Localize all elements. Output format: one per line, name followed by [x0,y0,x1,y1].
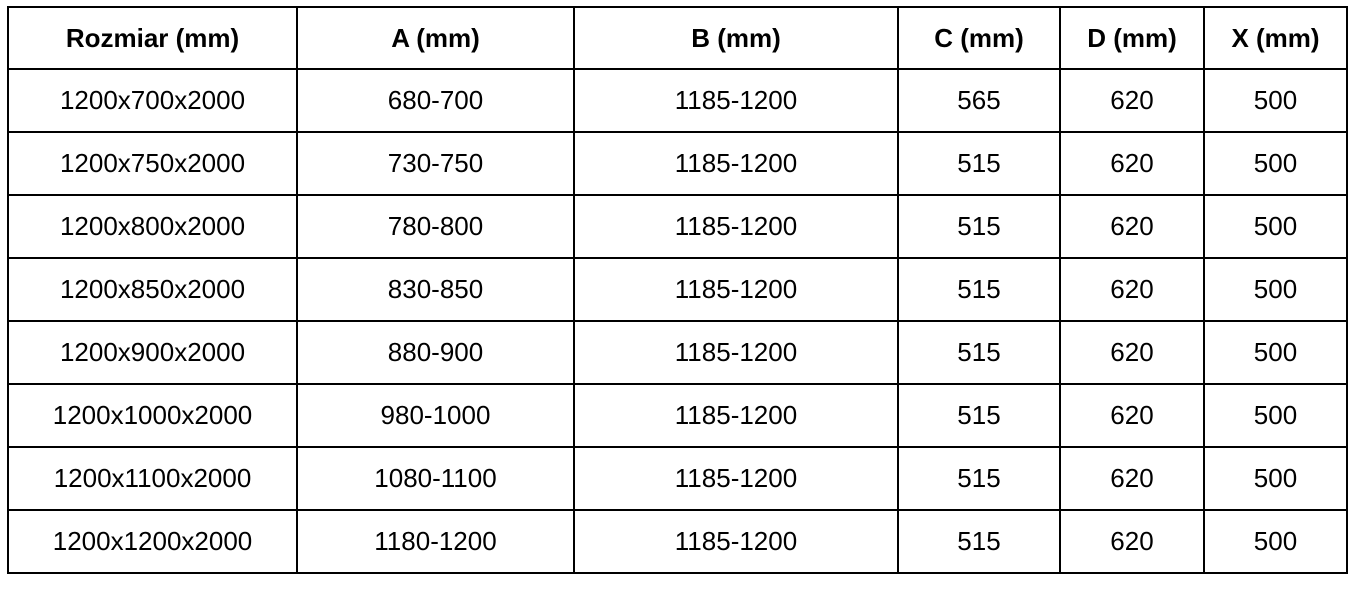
cell-x: 500 [1203,383,1348,448]
cell-d: 620 [1059,257,1205,322]
cell-b: 1185-1200 [573,194,899,259]
cell-x: 500 [1203,446,1348,511]
column-header-x: X (mm) [1203,6,1348,70]
cell-c: 515 [897,131,1061,196]
cell-a: 1180-1200 [296,509,575,574]
table-row: 1200x800x2000 780-800 1185-1200 515 620 500 [7,194,1348,259]
cell-b: 1185-1200 [573,383,899,448]
cell-x: 500 [1203,194,1348,259]
cell-size: 1200x1100x2000 [7,446,298,511]
cell-d: 620 [1059,446,1205,511]
table-row: 1200x1000x2000 980-1000 1185-1200 515 620 500 [7,383,1348,448]
cell-size: 1200x850x2000 [7,257,298,322]
cell-a: 780-800 [296,194,575,259]
cell-size: 1200x750x2000 [7,131,298,196]
cell-a: 880-900 [296,320,575,385]
cell-b: 1185-1200 [573,509,899,574]
cell-c: 515 [897,383,1061,448]
cell-x: 500 [1203,320,1348,385]
cell-b: 1185-1200 [573,68,899,133]
cell-x: 500 [1203,131,1348,196]
cell-a: 730-750 [296,131,575,196]
column-header-b: B (mm) [573,6,899,70]
cell-a: 830-850 [296,257,575,322]
cell-c: 515 [897,194,1061,259]
cell-size: 1200x800x2000 [7,194,298,259]
cell-d: 620 [1059,194,1205,259]
table-row: 1200x850x2000 830-850 1185-1200 515 620 500 [7,257,1348,322]
cell-size: 1200x900x2000 [7,320,298,385]
cell-x: 500 [1203,257,1348,322]
table-row: 1200x750x2000 730-750 1185-1200 515 620 500 [7,131,1348,196]
header-row: Rozmiar (mm) A (mm) B (mm) C (mm) D (mm) X (m… [7,6,1348,70]
table-row: 1200x700x2000 680-700 1185-1200 565 620 500 [7,68,1348,133]
cell-c: 515 [897,320,1061,385]
column-header-size: Rozmiar (mm) [7,6,298,70]
cell-d: 620 [1059,131,1205,196]
cell-d: 620 [1059,320,1205,385]
cell-b: 1185-1200 [573,320,899,385]
column-header-c: C (mm) [897,6,1061,70]
cell-c: 515 [897,257,1061,322]
cell-d: 620 [1059,509,1205,574]
table-row: 1200x1100x2000 1080-1100 1185-1200 515 620 50… [7,446,1348,511]
dimensions-table: Rozmiar (mm) A (mm) B (mm) C (mm) D (mm) X (m… [7,6,1348,574]
column-header-a: A (mm) [296,6,575,70]
column-header-d: D (mm) [1059,6,1205,70]
cell-a: 980-1000 [296,383,575,448]
cell-c: 515 [897,446,1061,511]
cell-d: 620 [1059,68,1205,133]
cell-size: 1200x1000x2000 [7,383,298,448]
cell-c: 515 [897,509,1061,574]
cell-x: 500 [1203,68,1348,133]
cell-d: 620 [1059,383,1205,448]
cell-size: 1200x1200x2000 [7,509,298,574]
cell-a: 1080-1100 [296,446,575,511]
cell-c: 565 [897,68,1061,133]
cell-b: 1185-1200 [573,257,899,322]
cell-x: 500 [1203,509,1348,574]
cell-b: 1185-1200 [573,446,899,511]
table-row: 1200x1200x2000 1180-1200 1185-1200 515 620 50… [7,509,1348,574]
cell-a: 680-700 [296,68,575,133]
cell-size: 1200x700x2000 [7,68,298,133]
cell-b: 1185-1200 [573,131,899,196]
table-row: 1200x900x2000 880-900 1185-1200 515 620 500 [7,320,1348,385]
